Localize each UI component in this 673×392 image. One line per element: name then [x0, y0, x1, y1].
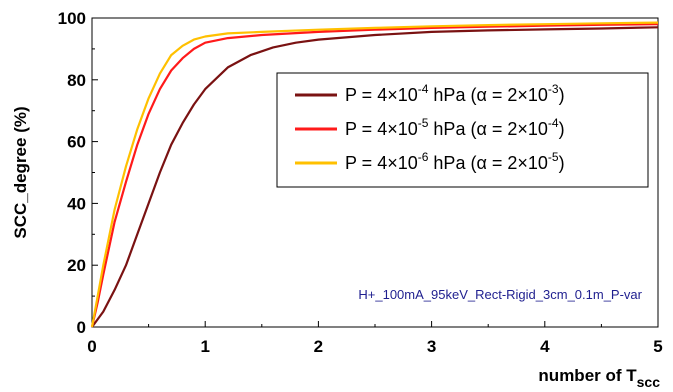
legend-exponent: -5	[548, 150, 559, 164]
legend-label-1: P = 4×10-4 hPa (α = 2×10-3)	[345, 82, 565, 105]
x-tick-label: 1	[200, 337, 209, 356]
y-tick-label: 0	[77, 318, 86, 337]
x-tick-label: 4	[540, 337, 550, 356]
legend-text-part: hPa (α = 2×10	[428, 85, 548, 105]
legend-text-part: hPa (α = 2×10	[428, 153, 548, 173]
legend-text-part: )	[559, 85, 565, 105]
legend-text-part: hPa (α = 2×10	[428, 119, 548, 139]
legend-text-part: )	[559, 153, 565, 173]
legend-exponent: -5	[418, 116, 429, 130]
y-tick-label: 20	[67, 256, 86, 275]
legend-text-part: )	[559, 119, 565, 139]
legend: P = 4×10-4 hPa (α = 2×10-3)P = 4×10-5 hP…	[276, 72, 649, 188]
legend-label-3: P = 4×10-6 hPa (α = 2×10-5)	[345, 150, 565, 173]
series-line-3	[90, 21, 659, 328]
x-tick-label: 0	[87, 337, 96, 356]
x-axis-title-subscript: scc	[637, 374, 661, 390]
legend-exponent: -4	[548, 116, 559, 130]
legend-text-part: P = 4×10	[345, 119, 418, 139]
legend-label-2: P = 4×10-5 hPa (α = 2×10-4)	[345, 116, 565, 139]
legend-exponent: -4	[418, 82, 429, 96]
y-tick-label: 80	[67, 71, 86, 90]
series-line-2	[90, 23, 659, 328]
y-tick-label: 40	[67, 194, 86, 213]
legend-exponent: -3	[548, 82, 559, 96]
chart-annotation: H+_100mA_95keV_Rect-Rigid_3cm_0.1m_P-var	[358, 287, 642, 302]
x-tick-label: 5	[653, 337, 662, 356]
x-tick-label: 2	[314, 337, 323, 356]
y-tick-label: 60	[67, 133, 86, 152]
y-tick-label: 100	[58, 9, 86, 28]
x-axis-title: number of Tscc	[538, 366, 660, 390]
legend-exponent: -6	[418, 150, 429, 164]
y-axis-ticks: 0 20 40 60 80 100	[58, 9, 98, 337]
series-line-1	[91, 26, 659, 328]
y-axis-title: SCC_degree (%)	[11, 106, 30, 238]
x-tick-label: 3	[427, 337, 436, 356]
legend-text-part: P = 4×10	[345, 153, 418, 173]
series-lines	[90, 21, 659, 328]
legend-box	[276, 72, 649, 188]
legend-text-part: P = 4×10	[345, 85, 418, 105]
x-axis-title-main: number of T	[538, 366, 637, 385]
